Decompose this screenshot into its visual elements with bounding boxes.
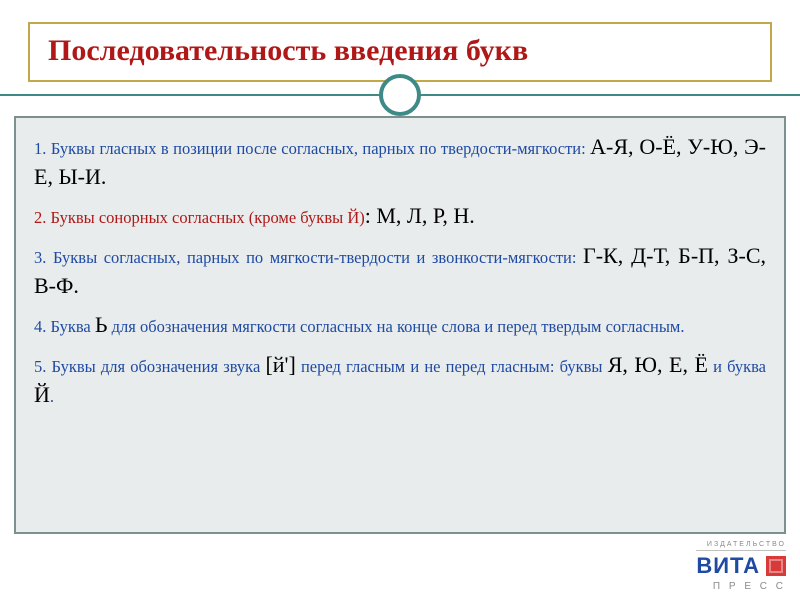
logo-top-text: ИЗДАТЕЛЬСТВО: [696, 541, 786, 551]
item-1-lead: 1. Буквы гласных в позиции после согласн…: [34, 139, 590, 158]
item-5-and: и буква: [708, 357, 766, 376]
logo-main: ВИТА: [696, 553, 786, 579]
item-2-after: :: [365, 203, 377, 228]
item-3-lead: 3. Буквы согласных, парных по мягкости-т…: [34, 248, 583, 267]
logo-sub-text: П Р Е С С: [696, 581, 786, 592]
item-5: 5. Буквы для обозначения звука [й'] пере…: [34, 350, 766, 409]
circle-decoration: [379, 74, 421, 116]
item-3: 3. Буквы согласных, парных по мягкости-т…: [34, 241, 766, 300]
item-5-pre: 5. Буквы для обозначения звука: [34, 357, 265, 376]
logo-word: ВИТА: [696, 553, 760, 579]
item-5-mid: перед гласным и не перед гласным: буквы: [296, 357, 608, 376]
logo-square-icon: [766, 556, 786, 576]
item-5-letters2: Й: [34, 382, 50, 407]
item-2-letters: М, Л, Р, Н.: [376, 203, 474, 228]
page-title: Последовательность введения букв: [48, 34, 752, 68]
item-4-soft-sign: Ь: [95, 312, 108, 337]
item-2-lead: 2. Буквы сонорных согласных (кроме буквы…: [34, 208, 365, 227]
item-4-pre: 4. Буква: [34, 317, 95, 336]
publisher-logo: ИЗДАТЕЛЬСТВО ВИТА П Р Е С С: [696, 541, 786, 592]
item-1: 1. Буквы гласных в позиции после согласн…: [34, 132, 766, 191]
content-box: 1. Буквы гласных в позиции после согласн…: [14, 116, 786, 534]
item-4: 4. Буква Ь для обозначения мягкости согл…: [34, 310, 766, 340]
item-5-tail: .: [50, 387, 54, 406]
item-2: 2. Буквы сонорных согласных (кроме буквы…: [34, 201, 766, 231]
item-4-post: для обозначения мягкости согласных на ко…: [108, 317, 685, 336]
item-5-bracket: [й']: [265, 352, 295, 377]
item-5-letters1: Я, Ю, Е, Ё: [608, 352, 708, 377]
title-box: Последовательность введения букв: [28, 22, 772, 82]
